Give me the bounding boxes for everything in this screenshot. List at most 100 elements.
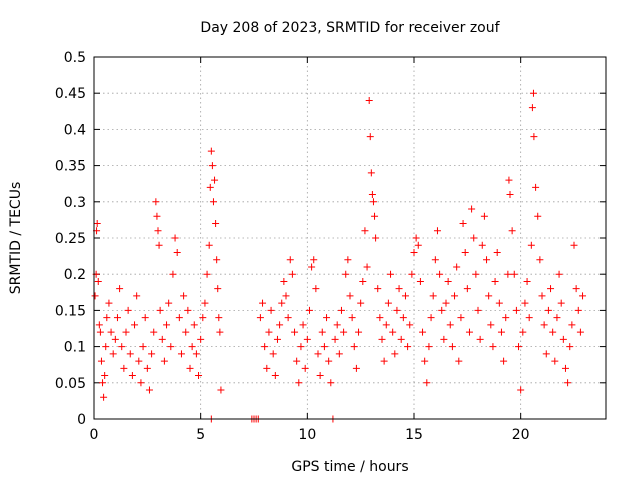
data-point (131, 321, 139, 329)
x-tick-label: 15 (405, 427, 423, 443)
data-point (103, 314, 111, 322)
y-tick-label: 0.2 (64, 267, 86, 283)
data-point (419, 328, 427, 336)
data-point (197, 335, 205, 343)
data-point (295, 379, 303, 387)
data-point (431, 256, 439, 264)
data-point (213, 256, 221, 264)
data-point (530, 133, 538, 141)
data-point (288, 270, 296, 278)
data-point (393, 306, 401, 314)
data-point (271, 372, 279, 380)
data-point (557, 299, 565, 307)
data-point (325, 357, 333, 365)
data-point (525, 314, 533, 322)
data-point (273, 335, 281, 343)
data-point (391, 350, 399, 358)
data-point (256, 314, 264, 322)
data-point (293, 357, 301, 365)
data-point (463, 285, 471, 293)
data-point (547, 285, 555, 293)
data-point (451, 292, 459, 300)
data-point (508, 227, 516, 235)
x-tick-label: 20 (512, 427, 530, 443)
y-tick-label: 0.3 (64, 195, 86, 211)
data-point (570, 241, 578, 249)
data-point (459, 220, 467, 228)
data-point (444, 277, 452, 285)
data-point (401, 292, 409, 300)
data-point (303, 335, 311, 343)
y-tick-label: 0.45 (55, 86, 86, 102)
data-point (455, 357, 463, 365)
data-point (350, 343, 358, 351)
data-point (465, 328, 473, 336)
data-point (553, 314, 561, 322)
data-point (387, 270, 395, 278)
data-point (529, 89, 537, 97)
data-point (485, 292, 493, 300)
data-point (280, 277, 288, 285)
data-point (190, 321, 198, 329)
data-point (291, 328, 299, 336)
data-point (491, 277, 499, 285)
data-point (448, 343, 456, 351)
data-point (487, 321, 495, 329)
data-point (323, 314, 331, 322)
data-point (209, 198, 217, 206)
data-point (282, 292, 290, 300)
data-point (107, 328, 115, 336)
data-point (192, 350, 200, 358)
data-point (155, 241, 163, 249)
y-axis-label: SRMTID / TECUs (8, 182, 24, 295)
data-point (474, 306, 482, 314)
data-point (188, 343, 196, 351)
data-point (259, 299, 267, 307)
data-point (478, 241, 486, 249)
data-point (180, 292, 188, 300)
data-point (207, 147, 215, 155)
data-point (515, 343, 523, 351)
data-point (423, 379, 431, 387)
data-point (318, 328, 326, 336)
data-point (156, 306, 164, 314)
data-point (472, 270, 480, 278)
y-tick-label: 0.05 (55, 376, 86, 392)
data-point (310, 256, 318, 264)
data-point (340, 328, 348, 336)
data-point (105, 299, 113, 307)
data-point (389, 328, 397, 336)
data-point (261, 343, 269, 351)
data-point (145, 386, 153, 394)
data-point (416, 277, 424, 285)
data-point (169, 270, 177, 278)
data-point (99, 379, 107, 387)
data-point (534, 212, 542, 220)
data-point (195, 372, 203, 380)
data-point (335, 350, 343, 358)
y-tick-label: 0 (77, 412, 86, 428)
data-point (380, 357, 388, 365)
data-point (333, 321, 341, 329)
y-tick-label: 0.1 (64, 340, 86, 356)
data-point (510, 270, 518, 278)
data-point (154, 227, 162, 235)
data-point (126, 350, 134, 358)
data-point (100, 393, 108, 401)
data-point (365, 96, 373, 104)
data-point (374, 285, 382, 293)
data-point (203, 270, 211, 278)
data-point (348, 314, 356, 322)
data-point (399, 314, 407, 322)
data-point (476, 335, 484, 343)
data-point (137, 379, 145, 387)
data-point (308, 263, 316, 271)
data-point (299, 321, 307, 329)
data-point (555, 270, 563, 278)
data-point (528, 104, 536, 112)
data-point (344, 256, 352, 264)
data-point (410, 248, 418, 256)
data-point (427, 314, 435, 322)
data-point (148, 350, 156, 358)
data-point (217, 386, 225, 394)
